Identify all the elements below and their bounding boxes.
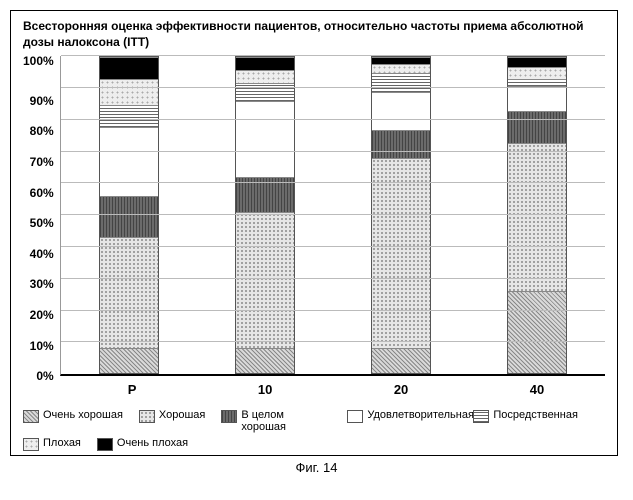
legend-swatch-icon: [473, 410, 489, 423]
legend-swatch-icon: [221, 410, 237, 423]
gridline: [61, 87, 605, 88]
segment-mediocre: [236, 83, 294, 102]
x-tick-label: 40: [530, 382, 544, 397]
y-tick-label: 50%: [30, 216, 54, 230]
segment-bad: [508, 67, 566, 80]
gridline: [61, 55, 605, 56]
legend-swatch-icon: [23, 438, 39, 451]
segment-overall_good: [508, 111, 566, 143]
bar-20: [371, 56, 431, 374]
segment-very_good: [508, 291, 566, 373]
segment-very_good: [236, 348, 294, 373]
gridline: [61, 341, 605, 342]
bar-40: [507, 56, 567, 374]
segment-very_bad: [100, 57, 158, 79]
x-axis-labels: P 10 20 40: [67, 376, 605, 397]
legend-label: Плохая: [43, 437, 81, 449]
legend: Очень хорошая Хорошая В целом хорошая Удовл…: [23, 409, 605, 451]
segment-very_good: [372, 348, 430, 373]
figure-container: Всесторонняя оценка эффективности пациен…: [10, 10, 618, 456]
x-tick-label: 20: [394, 382, 408, 397]
segment-good: [236, 212, 294, 348]
y-tick-label: 90%: [30, 94, 54, 108]
segment-satisfactory: [372, 92, 430, 130]
legend-swatch-icon: [23, 410, 39, 423]
legend-item-bad: Плохая: [23, 437, 81, 451]
segment-very_bad: [508, 57, 566, 66]
segment-bad: [372, 64, 430, 73]
legend-label: Посредственная: [493, 409, 578, 421]
legend-swatch-icon: [347, 410, 363, 423]
gridline: [61, 182, 605, 183]
figure-label: Фиг. 14: [10, 460, 623, 475]
segment-good: [100, 237, 158, 348]
segment-good: [372, 158, 430, 348]
plot-grid: [60, 56, 605, 376]
y-tick-label: 40%: [30, 247, 54, 261]
y-tick-label: 0%: [36, 369, 53, 383]
legend-label: Очень плохая: [117, 437, 188, 449]
segment-satisfactory: [508, 86, 566, 111]
y-tick-label: 30%: [30, 277, 54, 291]
y-tick-label: 10%: [30, 339, 54, 353]
legend-label: В целом хорошая: [241, 409, 331, 433]
y-tick-label: 70%: [30, 155, 54, 169]
segment-mediocre: [100, 105, 158, 127]
y-tick-label: 20%: [30, 308, 54, 322]
segment-bad: [100, 79, 158, 104]
y-tick-label: 80%: [30, 124, 54, 138]
segment-satisfactory: [100, 127, 158, 197]
gridline: [61, 119, 605, 120]
x-tick-label: 10: [258, 382, 272, 397]
bar-10: [235, 56, 295, 374]
segment-good: [508, 143, 566, 292]
segment-very_good: [100, 348, 158, 373]
gridline: [61, 278, 605, 279]
legend-item-good: Хорошая: [139, 409, 205, 423]
y-tick-label: 60%: [30, 186, 54, 200]
legend-item-very_good: Очень хорошая: [23, 409, 123, 423]
segment-overall_good: [372, 130, 430, 158]
legend-item-very_bad: Очень плохая: [97, 437, 188, 451]
legend-label: Удовлетворительная: [367, 409, 474, 421]
bars-group: [61, 56, 605, 374]
legend-item-mediocre: Посредственная: [473, 409, 578, 423]
chart-area: 100%90%80%70%60%50%40%30%20%10%0%: [23, 56, 605, 376]
bar-P: [99, 56, 159, 374]
y-axis: 100%90%80%70%60%50%40%30%20%10%0%: [23, 56, 60, 376]
gridline: [61, 246, 605, 247]
chart-title: Всесторонняя оценка эффективности пациен…: [23, 19, 605, 50]
segment-mediocre: [372, 73, 430, 92]
x-tick-label: P: [128, 382, 137, 397]
gridline: [61, 310, 605, 311]
legend-label: Хорошая: [159, 409, 205, 421]
legend-item-overall_good: В целом хорошая: [221, 409, 331, 433]
x-axis: P 10 20 40: [67, 376, 605, 397]
legend-swatch-icon: [97, 438, 113, 451]
segment-satisfactory: [236, 101, 294, 177]
y-tick-label: 100%: [23, 54, 54, 68]
gridline: [61, 214, 605, 215]
legend-label: Очень хорошая: [43, 409, 123, 421]
legend-swatch-icon: [139, 410, 155, 423]
gridline: [61, 151, 605, 152]
segment-overall_good: [100, 196, 158, 237]
legend-item-satisfactory: Удовлетворительная: [347, 409, 457, 423]
segment-bad: [236, 70, 294, 83]
segment-very_bad: [236, 57, 294, 70]
